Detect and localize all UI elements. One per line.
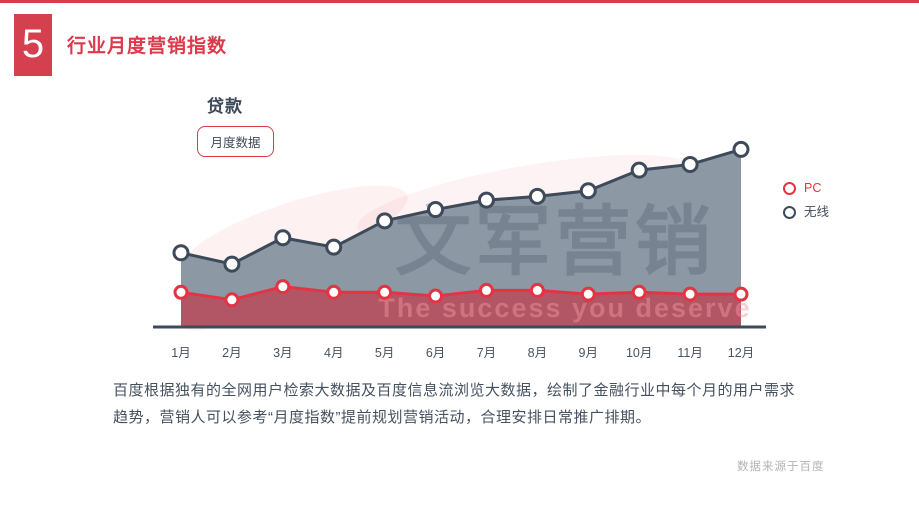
- svg-text:6月: 6月: [426, 346, 445, 360]
- data-point-marker: [377, 284, 393, 300]
- svg-text:12月: 12月: [728, 346, 754, 360]
- x-axis-labels: 1月 2月 3月 4月 5月 6月 7月 8月 9月 10月 11月 12月: [171, 346, 754, 360]
- data-point-marker: [224, 292, 240, 308]
- legend-marker-icon: [783, 181, 796, 195]
- data-point-marker: [528, 187, 546, 205]
- data-point-marker: [275, 279, 291, 295]
- description-line-2: 趋势，营销人可以参考“月度指数”提前规划营销活动，合理安排日常推广排期。: [113, 409, 651, 426]
- data-point-marker: [325, 238, 343, 256]
- data-point-marker: [274, 229, 292, 247]
- description-line-1: 百度根据独有的全网用户检索大数据及百度信息流浏览大数据，绘制了金融行业中每个月的…: [113, 382, 796, 399]
- data-point-marker: [580, 286, 596, 302]
- svg-text:1月: 1月: [171, 346, 190, 360]
- data-point-marker: [172, 244, 190, 262]
- top-accent-line: [0, 0, 919, 3]
- svg-text:11月: 11月: [677, 346, 702, 360]
- svg-text:2月: 2月: [222, 346, 241, 360]
- watermark-text: 文军营销 The success you deserve: [378, 200, 751, 323]
- series-lines: [172, 140, 750, 308]
- data-point-marker: [631, 284, 647, 300]
- data-point-marker: [579, 182, 597, 200]
- legend-label: 无线: [804, 205, 830, 219]
- data-point-marker: [682, 286, 698, 302]
- svg-text:7月: 7月: [477, 346, 496, 360]
- description-text: 百度根据独有的全网用户检索大数据及百度信息流浏览大数据，绘制了金融行业中每个月的…: [113, 377, 833, 431]
- chart-title: 贷款: [207, 97, 243, 116]
- page-title: 行业月度营销指数: [67, 36, 228, 57]
- page-number-badge: 5: [14, 14, 52, 76]
- data-point-marker: [326, 284, 342, 300]
- svg-text:3月: 3月: [273, 346, 292, 360]
- data-point-marker: [376, 212, 394, 230]
- data-source-note: 数据来源于百度: [737, 461, 825, 473]
- data-point-marker: [630, 161, 648, 179]
- data-point-marker: [428, 288, 444, 304]
- data-point-marker: [223, 255, 241, 273]
- legend-label: PC: [804, 181, 822, 195]
- data-point-marker: [173, 284, 189, 300]
- svg-text:The success you deserve: The success you deserve: [378, 293, 751, 323]
- svg-text:5月: 5月: [375, 346, 394, 360]
- data-point-marker: [477, 191, 495, 209]
- data-point-marker: [732, 140, 750, 158]
- legend-item-pc[interactable]: PC: [783, 181, 829, 195]
- data-point-marker: [427, 201, 445, 219]
- svg-text:10月: 10月: [626, 346, 652, 360]
- legend-item-wireless[interactable]: 无线: [783, 205, 829, 219]
- monthly-data-button[interactable]: 月度数据: [197, 126, 274, 157]
- chart-legend: PC 无线: [783, 181, 829, 229]
- data-point-marker: [681, 155, 699, 173]
- svg-text:8月: 8月: [528, 346, 547, 360]
- data-point-marker: [733, 286, 749, 302]
- svg-text:文军营销: 文军营销: [395, 200, 715, 285]
- area-fills: [181, 149, 741, 328]
- svg-text:4月: 4月: [324, 346, 343, 360]
- data-point-marker: [529, 282, 545, 298]
- legend-marker-icon: [783, 205, 796, 219]
- watermark-swoosh-logo: [181, 154, 693, 331]
- data-point-marker: [478, 282, 494, 298]
- svg-text:9月: 9月: [579, 346, 598, 360]
